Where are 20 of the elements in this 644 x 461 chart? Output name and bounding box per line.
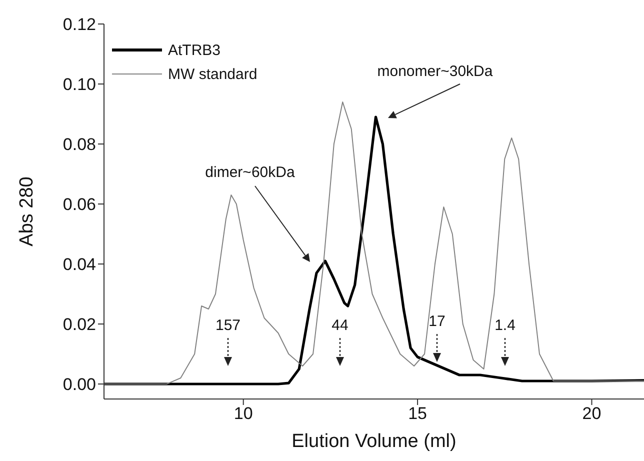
y-axis-title: Abs 280: [16, 176, 38, 246]
annotation: 44: [332, 317, 348, 334]
x-axis-title: Elution Volume (ml): [292, 431, 456, 452]
x-tick-label: 15: [408, 404, 428, 424]
x-tick-label: 20: [582, 404, 602, 424]
annotation: 1.4: [494, 317, 516, 334]
legend-label: AtTRB3: [168, 42, 221, 58]
legend-label: MW standard: [168, 66, 258, 82]
y-tick-label: 0.00: [62, 375, 96, 394]
y-tick-label: 0.04: [62, 255, 96, 274]
y-tick-label: 0.06: [62, 195, 96, 214]
annotation: monomer~30kDa: [377, 63, 494, 80]
annotation: dimer~60kDa: [205, 164, 296, 181]
annotation: 17: [428, 313, 446, 330]
annotation: 157: [215, 317, 241, 334]
y-tick-label: 0.08: [62, 135, 96, 154]
y-tick-label: 0.12: [62, 15, 96, 34]
y-tick-label: 0.10: [62, 75, 96, 94]
x-tick-label: 10: [234, 404, 253, 424]
y-tick-label: 0.02: [62, 315, 96, 334]
